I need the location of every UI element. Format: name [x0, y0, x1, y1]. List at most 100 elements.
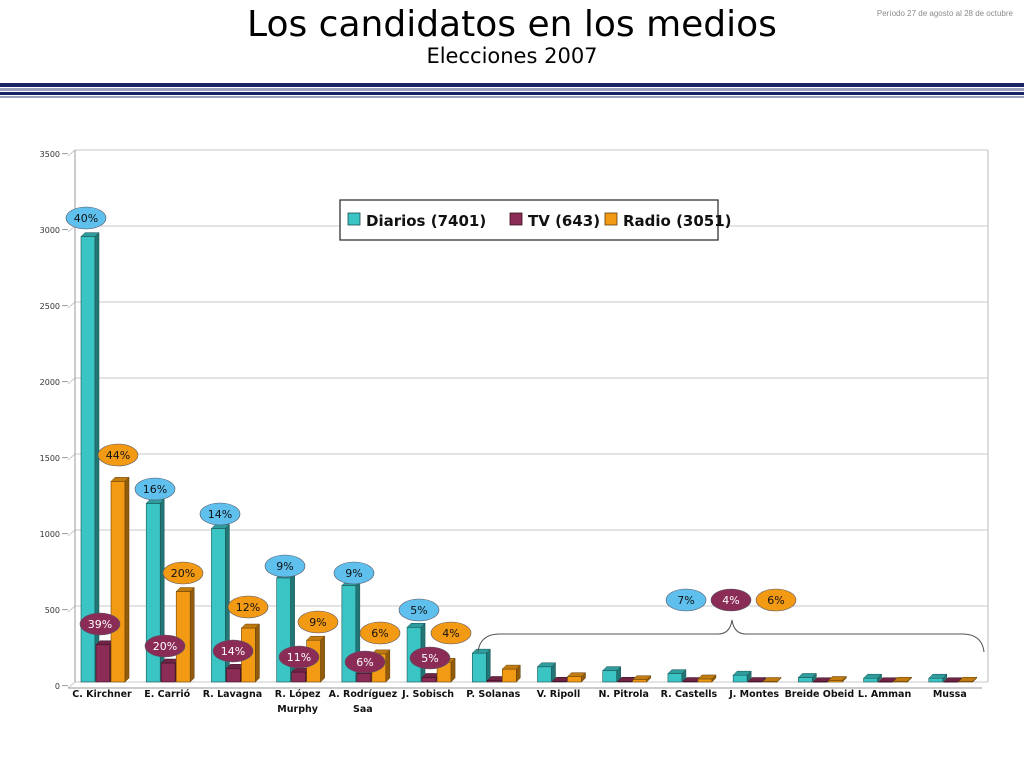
- x-tick-label: Saa: [353, 704, 373, 715]
- gridline-side-1500: [67, 453, 76, 461]
- bar-l-amman-radio: [892, 676, 913, 683]
- percent-badge-label: 6%: [767, 594, 784, 607]
- bar-c-kirchner-diarios: [80, 232, 100, 683]
- y-tick-label: 0: [55, 682, 60, 691]
- percent-badge-label: 12%: [236, 601, 260, 614]
- percent-badge: 4%: [430, 621, 472, 645]
- percent-badge-label: 9%: [309, 616, 326, 629]
- period-label: Período 27 de agosto al 28 de octubre: [876, 9, 1013, 18]
- header-band-dark-2: [0, 92, 1024, 95]
- bar-n-pitrola-radio: [632, 675, 652, 683]
- bar-r-castells-radio: [697, 674, 717, 683]
- percent-badge: 5%: [409, 646, 451, 670]
- percent-badge: 6%: [359, 621, 401, 645]
- legend-item-radio: Radio (3051): [604, 212, 732, 230]
- gridline-side-1000: [67, 529, 76, 537]
- bar-l-amman-tv: [877, 677, 898, 683]
- percent-badge-label: 5%: [410, 604, 427, 617]
- bracket-small-candidates: [477, 619, 985, 653]
- percent-badge-label: 14%: [221, 645, 245, 658]
- percent-badge: 11%: [278, 645, 320, 669]
- percent-badge: 6%: [755, 588, 797, 612]
- percent-badge-label: 9%: [276, 560, 293, 573]
- x-tick-label: R. Lavagna: [203, 689, 262, 700]
- gridline-side-500: [67, 605, 76, 613]
- bar-breide-obeid-diarios: [797, 672, 817, 683]
- x-tick-label: V. Ripoll: [537, 689, 580, 700]
- y-tick-label: 500: [45, 606, 60, 615]
- percent-badge: 20%: [144, 634, 186, 658]
- percent-badge: 9%: [297, 610, 339, 634]
- percent-badge: 6%: [344, 650, 386, 674]
- bar-p-solanas-radio: [501, 664, 521, 683]
- legend-label: Radio (3051): [623, 212, 732, 230]
- header-band-dark-1: [0, 83, 1024, 87]
- legend-label: Diarios (7401): [366, 212, 486, 230]
- percent-badge: 5%: [398, 598, 440, 622]
- percent-badge-label: 4%: [722, 594, 739, 607]
- gridline-side-3500: [67, 149, 76, 157]
- percent-badge: 40%: [65, 206, 107, 230]
- percent-badge-label: 6%: [371, 627, 388, 640]
- percent-badge-label: 6%: [356, 656, 373, 669]
- bar-j-montes-tv: [747, 676, 767, 683]
- x-tick-label: Breide Obeid: [785, 689, 855, 700]
- x-tick-label: R. López: [275, 689, 321, 700]
- percent-badge-label: 14%: [208, 508, 232, 521]
- percent-badge: 44%: [97, 443, 139, 467]
- percent-badge: 9%: [333, 561, 375, 585]
- bar-r-castells-diarios: [667, 669, 687, 683]
- x-tick-label: R. Castells: [661, 689, 718, 700]
- legend-swatch: [604, 212, 618, 226]
- percent-badge: 9%: [264, 554, 306, 578]
- x-tick-label: J. Montes: [728, 689, 779, 700]
- percent-badge-label: 16%: [143, 483, 167, 496]
- x-tick-label: Mussa: [933, 689, 967, 700]
- legend-item-tv: TV (643): [509, 212, 600, 230]
- x-tick-label: N. Pitrola: [598, 689, 649, 700]
- percent-badge-label: 4%: [442, 627, 459, 640]
- bar-breide-obeid-radio: [827, 675, 847, 683]
- chart-legend: Diarios (7401) TV (643) Radio (3051): [339, 199, 732, 241]
- percent-badge: 7%: [665, 588, 707, 612]
- header-band-light-2: [0, 96, 1024, 98]
- bar-j-montes-radio: [762, 676, 782, 683]
- percent-badge-label: 9%: [345, 567, 362, 580]
- percent-badge-label: 5%: [421, 652, 438, 665]
- bar-mussa-diarios: [928, 673, 948, 683]
- legend-swatch: [347, 212, 361, 226]
- percent-badge: 20%: [162, 561, 204, 585]
- bar-e-carrio-radio: [175, 586, 195, 683]
- percent-badge-label: 11%: [287, 651, 311, 664]
- gridline-side-2000: [67, 377, 76, 385]
- bar-p-solanas-diarios: [471, 648, 491, 683]
- percent-badge-label: 44%: [106, 449, 130, 462]
- y-tick-label: 3000: [40, 226, 60, 235]
- percent-badge: 4%: [710, 588, 752, 612]
- y-tick-label: 1000: [40, 530, 60, 539]
- percent-badge-label: 20%: [171, 567, 195, 580]
- page-title: Los candidatos en los medios: [247, 4, 777, 45]
- percent-badge: 39%: [79, 612, 121, 636]
- x-tick-label: C. Kirchner: [72, 689, 132, 700]
- bar-l-amman-diarios: [862, 673, 883, 683]
- percent-badge-label: 7%: [677, 594, 694, 607]
- header-band-light-1: [0, 88, 1024, 91]
- y-tick-label: 1500: [40, 454, 60, 463]
- bar-n-pitrola-diarios: [602, 665, 622, 683]
- bar-v-ripoll-diarios: [536, 662, 557, 683]
- y-tick-label: 2000: [40, 378, 60, 387]
- gridline-side-2500: [67, 301, 76, 309]
- x-tick-label: P. Solanas: [466, 689, 520, 700]
- x-tick-label: J. Sobisch: [401, 689, 454, 700]
- bar-c-kirchner-radio: [110, 476, 130, 683]
- percent-badge: 14%: [199, 502, 241, 526]
- percent-badge: 12%: [227, 595, 269, 619]
- bar-p-solanas-tv: [486, 675, 506, 683]
- x-tick-label: E. Carrió: [144, 689, 190, 700]
- y-tick-label: 2500: [40, 302, 60, 311]
- y-tick-label: 3500: [40, 150, 60, 159]
- x-tick-label: Murphy: [277, 704, 318, 715]
- percent-badge-label: 20%: [153, 640, 177, 653]
